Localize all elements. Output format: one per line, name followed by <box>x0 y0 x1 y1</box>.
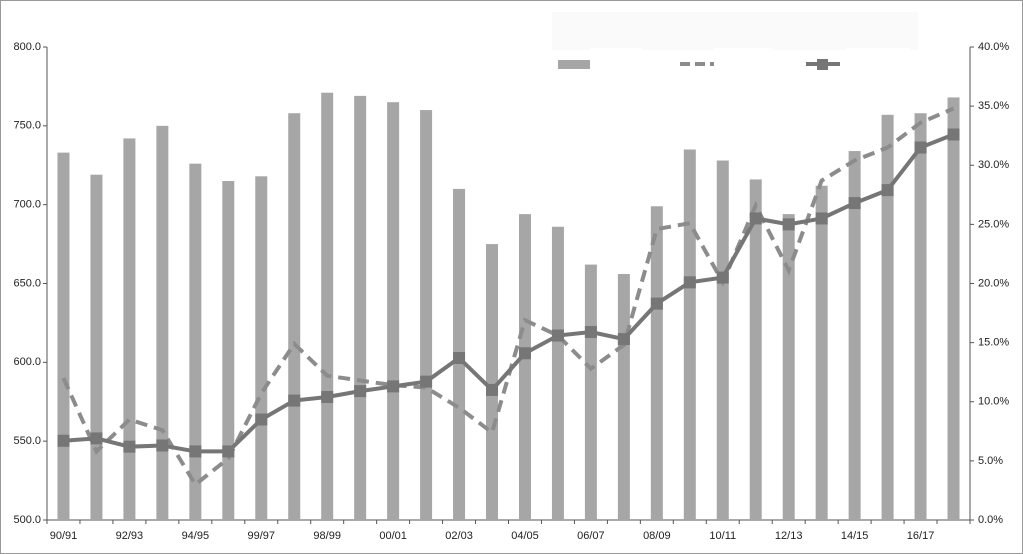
bar <box>156 125 169 520</box>
y2-tick-label: 30.0% <box>978 159 1009 171</box>
y-tick-label: 650.0 <box>13 277 41 289</box>
bar <box>486 244 499 521</box>
line-marker <box>189 445 202 458</box>
line-marker <box>650 297 663 310</box>
line-marker <box>354 385 367 398</box>
bar <box>815 185 828 520</box>
x-tick-label: 94/95 <box>182 530 210 542</box>
x-tick-label: 06/07 <box>577 530 605 542</box>
y2-tick-label: 5.0% <box>978 455 1003 467</box>
bar <box>57 152 70 521</box>
y-tick-label: 550.0 <box>13 435 41 447</box>
bar <box>914 113 927 520</box>
bar <box>420 110 433 521</box>
y-tick-label: 600.0 <box>13 356 41 368</box>
legend-box <box>552 12 918 50</box>
line-series <box>63 132 955 454</box>
line-marker <box>518 347 531 360</box>
line-marker <box>222 445 235 458</box>
x-tick-label: 10/11 <box>709 530 736 542</box>
line-marker <box>749 212 762 225</box>
line-marker <box>90 432 103 445</box>
line-marker <box>321 391 334 404</box>
y2-tick-label: 0.0% <box>978 514 1003 526</box>
bar <box>881 114 894 521</box>
line-marker <box>420 375 433 388</box>
bar <box>848 151 861 520</box>
line-marker <box>914 141 927 154</box>
bar <box>584 264 597 520</box>
bar <box>90 174 103 520</box>
x-tick-label: 02/03 <box>445 530 473 542</box>
bar <box>716 160 729 520</box>
line-marker <box>57 434 70 447</box>
legend-marker <box>817 59 828 70</box>
x-tick-label: 92/93 <box>116 530 144 542</box>
bar <box>947 97 960 520</box>
legend-blank <box>714 48 772 84</box>
line-marker <box>387 380 400 393</box>
line-marker <box>947 128 960 141</box>
y-tick-label: 500.0 <box>13 514 41 526</box>
line-marker <box>486 383 499 396</box>
line-marker <box>848 197 861 210</box>
y2-tick-label: 40.0% <box>978 41 1009 53</box>
bar <box>387 102 400 520</box>
bar <box>551 226 564 521</box>
x-tick-label: 98/99 <box>313 530 341 542</box>
y-tick-label: 800.0 <box>13 41 41 53</box>
bar <box>518 214 531 521</box>
line-marker <box>551 329 564 342</box>
bar <box>189 163 202 520</box>
line-marker <box>288 394 301 407</box>
y2-tick-label: 10.0% <box>978 396 1009 408</box>
x-tick-label: 04/05 <box>511 530 539 542</box>
y2-tick-label: 20.0% <box>978 277 1009 289</box>
line-marker <box>782 218 795 231</box>
line-marker <box>123 440 136 453</box>
legend-blank <box>590 48 642 84</box>
bar <box>255 176 268 520</box>
line-marker <box>156 439 169 452</box>
bar <box>222 181 235 520</box>
line-marker <box>815 212 828 225</box>
bar <box>683 149 696 520</box>
line-marker <box>453 351 466 364</box>
x-tick-label: 16/17 <box>907 530 935 542</box>
x-tick-label: 14/15 <box>841 530 869 542</box>
line-marker <box>881 184 894 197</box>
line-marker <box>584 325 597 338</box>
x-tick-label: 99/97 <box>248 530 276 542</box>
y2-tick-label: 25.0% <box>978 218 1009 230</box>
line-marker <box>255 413 268 426</box>
bar <box>288 113 301 520</box>
bar <box>617 274 630 520</box>
y2-tick-label: 15.0% <box>978 337 1009 349</box>
bar <box>650 206 663 520</box>
bar <box>321 92 334 521</box>
x-tick-label: 00/01 <box>379 530 407 542</box>
bar <box>782 214 795 521</box>
x-tick-label: 12/13 <box>775 530 803 542</box>
x-tick-label: 08/09 <box>643 530 671 542</box>
line-marker <box>617 333 630 346</box>
bar <box>354 95 367 521</box>
bar <box>749 179 762 520</box>
legend-swatch <box>558 60 590 69</box>
y-tick-label: 750.0 <box>13 120 41 132</box>
y-tick-label: 700.0 <box>13 199 41 211</box>
y2-tick-label: 35.0% <box>978 100 1009 112</box>
line-marker <box>683 276 696 289</box>
line-marker <box>716 271 729 284</box>
bar <box>123 138 136 521</box>
legend-blank <box>846 48 910 92</box>
x-tick-label: 90/91 <box>50 530 78 542</box>
